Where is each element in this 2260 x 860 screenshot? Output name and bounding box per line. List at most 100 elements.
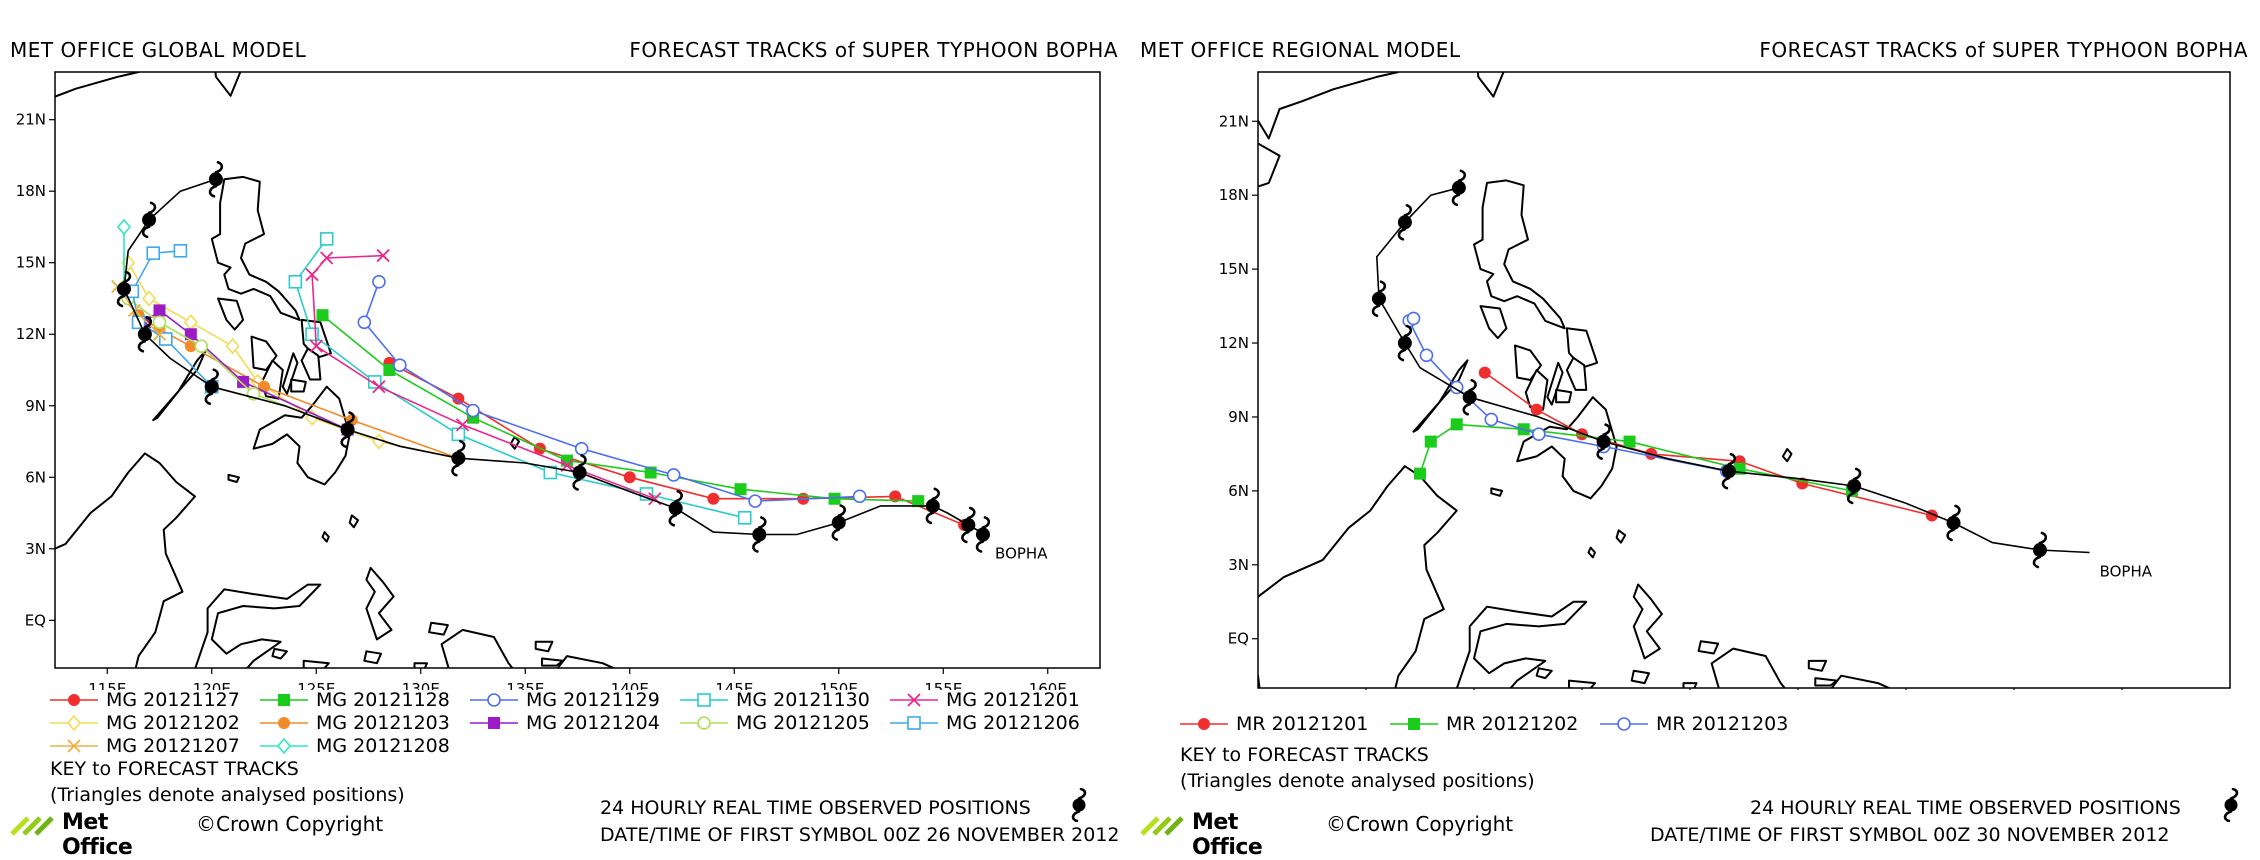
forecast-track-point: [623, 471, 636, 484]
observed-position-symbol: [1397, 204, 1413, 241]
forecast-track-point: [912, 495, 925, 508]
typhoon-symbol-icon: [2223, 788, 2239, 822]
forecast-track-point: [383, 364, 396, 376]
lon-tick-label: 145E: [715, 680, 753, 690]
lat-tick-label: 12N: [1219, 334, 1249, 352]
forecast-track-point: [1484, 412, 1499, 427]
coast-sulu: [227, 473, 240, 483]
regional-model-panel: MET OFFICE REGIONAL MODEL FORECAST TRACK…: [1130, 0, 2260, 860]
key-title: KEY to FORECAST TRACKS: [50, 758, 299, 780]
forecast-track-line: [294, 238, 745, 519]
observed-position-symbol: [1371, 280, 1387, 317]
legend-swatch: [50, 694, 98, 706]
coast-borneo: [55, 452, 196, 668]
forecast-track-point: [237, 375, 250, 388]
observed-position-symbol: [831, 504, 846, 541]
lat-tick-label: EQ: [1228, 630, 1249, 648]
forecast-track-point: [1478, 366, 1491, 379]
legend-swatch: [260, 694, 308, 706]
observed-position-symbol: [975, 516, 991, 553]
storm-name-label: BOPHA: [995, 544, 1048, 562]
copyright-notice: ©Crown Copyright: [196, 812, 384, 836]
key-note: (Triangles denote analysed positions): [1180, 770, 1535, 792]
observed-position-symbol: [141, 201, 157, 239]
forecast-track-point: [543, 465, 558, 480]
forecast-track-line: [127, 262, 459, 459]
forecast-track-point: [309, 339, 323, 353]
coast-waigeo: [428, 621, 449, 636]
lat-tick-label: 3N: [1228, 556, 1249, 574]
lon-tick-label: 150E: [820, 680, 858, 690]
legend-label: MG 20121206: [946, 712, 1080, 734]
legend-label: MG 20121204: [526, 712, 660, 734]
coast-leyte: [300, 347, 322, 381]
coastlines: [0, 72, 616, 668]
forecast-track-point: [116, 218, 132, 236]
forecast-track-point: [666, 468, 681, 482]
coast-china: [55, 72, 141, 98]
model-title: MET OFFICE REGIONAL MODEL: [1140, 38, 1461, 62]
coast-yapen: [541, 657, 564, 667]
observed-position-symbol: [1596, 423, 1611, 460]
coast-newguinea: [440, 628, 616, 668]
met-office-wordmark: Met Office: [62, 810, 133, 860]
forecast-track-point: [173, 244, 188, 258]
coast-sula: [1568, 679, 1596, 688]
legend-swatch: [890, 716, 938, 730]
observed-position-symbol: [137, 315, 153, 353]
forecast-track-point: [184, 328, 197, 341]
legend-swatch: [680, 716, 728, 730]
forecast-track-point: [1623, 435, 1636, 448]
coast-biak: [534, 640, 554, 653]
observed-position-symbol: [340, 411, 355, 448]
met-office-waves-icon: [10, 816, 54, 836]
first-symbol-date: DATE/TIME OF FIRST SYMBOL 00Z 30 NOVEMBE…: [1650, 824, 2170, 846]
global-model-map: 115E 120E 125E 130E 135E 140E 145E 150E 155E 160E…: [0, 71, 1101, 690]
lat-tick-label: 3N: [25, 540, 46, 558]
forecast-track-point: [452, 392, 465, 405]
legend-swatch: [680, 693, 728, 707]
coast-sula: [302, 659, 330, 668]
coastlines: [1258, 72, 1892, 688]
forecast-track-point: [141, 290, 157, 307]
coast-palawan: [152, 349, 207, 422]
coast-palau: [1781, 448, 1793, 463]
legend-label: MG 20121130: [736, 689, 870, 711]
observed-position-symbol: [451, 439, 466, 477]
legend-swatch: [1180, 718, 1228, 730]
coast-mindanao: [1516, 396, 1618, 500]
legend-swatch: [1600, 717, 1648, 731]
lon-tick-label: 115E: [88, 680, 126, 690]
legend-swatch: [890, 693, 938, 707]
met-office-waves-icon: [1140, 816, 1184, 836]
observed-position-symbol: [2032, 531, 2048, 569]
coast-mindoro: [1479, 305, 1508, 340]
map-border: [1257, 71, 2231, 689]
forecast-track-point: [852, 489, 867, 504]
regional-model-map: 115E120E125E130E135E140E145E150EEQ3N6N9N…: [1219, 71, 2231, 690]
legend-swatch: [50, 714, 98, 732]
legend-label: MG 20121202: [106, 712, 240, 734]
lat-tick-label: 9N: [1228, 408, 1249, 426]
coast-mindoro: [217, 297, 245, 331]
coast-halmahera: [1632, 583, 1663, 660]
lat-tick-label: 15N: [16, 254, 46, 272]
legend-swatch: [1390, 718, 1438, 730]
observed-position-symbol: [668, 489, 683, 527]
coast-bohol: [1555, 388, 1573, 404]
lat-tick-label: 6N: [1228, 482, 1249, 500]
coast-peleng: [1535, 667, 1553, 680]
lon-tick-label: 120E: [193, 680, 231, 690]
legend-label: MG 20121128: [316, 689, 450, 711]
forecast-track-point: [225, 337, 240, 355]
legend-label: MR 20121203: [1656, 713, 1789, 735]
legend-label: MG 20121203: [316, 712, 450, 734]
observed-position-symbol: [961, 506, 976, 544]
lat-tick-label: 9N: [25, 397, 46, 415]
coast-cebu: [1546, 361, 1564, 406]
coast-misool: [1682, 682, 1698, 688]
observed-position-symbol: [752, 516, 767, 553]
forecast-legend: MG 20121127 MG 20121128 MG 20121129 MG 2012…: [0, 688, 1130, 758]
coast-hainan: [0, 141, 24, 186]
observed-position-symbol: [208, 160, 224, 198]
